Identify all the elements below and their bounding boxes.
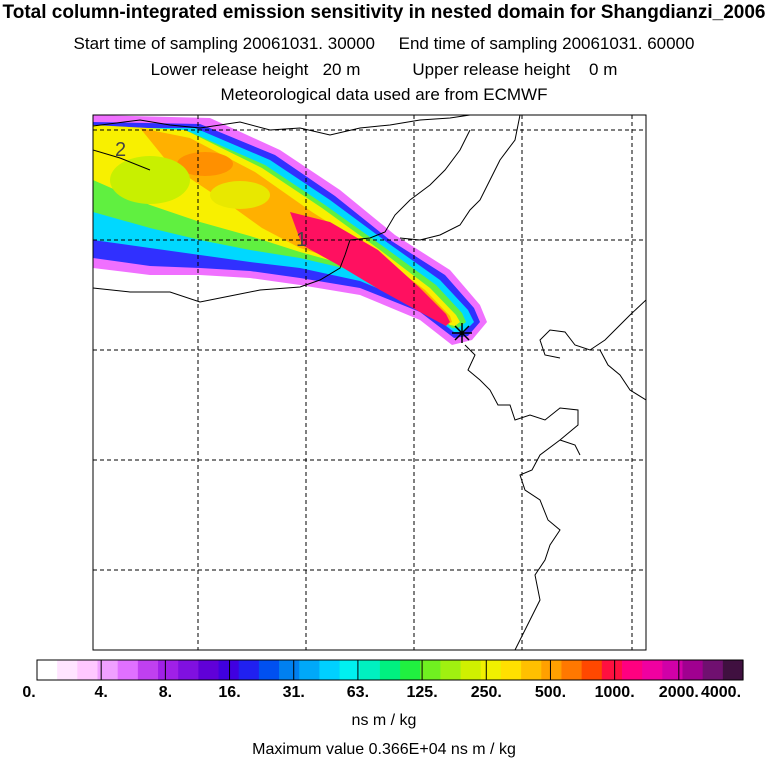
colorbar-segment	[299, 660, 320, 680]
colorbar-segment	[500, 660, 522, 680]
colorbar-tick-label: 2000.	[658, 684, 699, 701]
plume	[93, 115, 487, 345]
colorbar-segment	[198, 660, 220, 680]
colorbar-tick-label: 1000.	[594, 684, 635, 701]
colorbar-segment	[541, 660, 563, 680]
end-time: End time of sampling 20061031. 60000	[398, 34, 695, 53]
colorbar-tick-label: 0.	[22, 684, 36, 701]
map-frame	[92, 114, 647, 651]
graticule	[93, 115, 646, 650]
title-met-data: Meteorological data used are from ECMWF	[220, 85, 548, 104]
colorbar-segment	[581, 660, 603, 680]
colorbar-segment	[561, 660, 583, 680]
colorbar-segment	[117, 660, 139, 680]
coastline-korea	[539, 299, 646, 359]
plume-hotspot-green	[110, 156, 190, 204]
colorbar-segment	[137, 660, 159, 680]
star-icon	[452, 323, 472, 343]
title-sampling-times: Start time of sampling 20061031. 30000 E…	[0, 34, 768, 54]
colorbar-segment	[77, 660, 99, 680]
coastline-korea-2	[599, 349, 646, 401]
colorbar-segment	[258, 660, 280, 680]
colorbar-segment	[662, 660, 684, 680]
colorbar-tick-label: 500.	[534, 684, 567, 701]
contour-label-2: 2	[115, 139, 126, 161]
colorbar-segment	[379, 660, 401, 680]
coastline-north	[93, 115, 471, 136]
colorbar-tick-label: 63.	[346, 684, 370, 701]
colorbar-segment	[642, 660, 663, 680]
contour-label-1: 1	[296, 229, 307, 251]
colorbar-tick-label: 16.	[218, 684, 241, 701]
title-line-1: Total column-integrated emission sensiti…	[2, 2, 766, 23]
colorbar-segment	[238, 660, 260, 680]
colorbar-segment	[319, 660, 341, 680]
colorbar-segment	[621, 660, 643, 680]
plume-band-red	[290, 212, 450, 326]
colorbar-segment	[57, 660, 78, 680]
coastline-east-land	[399, 115, 521, 241]
coastline-southeast	[464, 344, 579, 650]
colorbar-segment	[420, 660, 442, 680]
colorbar-tick-label: 4.	[94, 684, 108, 701]
colorbar-tick-label: 31.	[282, 684, 305, 701]
colorbar-segment	[218, 660, 240, 680]
coastline-island	[559, 439, 581, 456]
colorbar-tick-label: 8.	[158, 684, 173, 701]
colorbar-segment	[97, 660, 119, 680]
colorbar-segment	[359, 660, 381, 680]
upper-release-height: Upper release height 0 m	[412, 60, 618, 79]
coastline-peninsula	[93, 129, 471, 303]
colorbar-segment	[480, 660, 502, 680]
colorbar-segment	[158, 660, 179, 680]
title-release-heights: Lower release height 20 m Upper release …	[0, 60, 768, 80]
colorbar-segment	[601, 660, 623, 680]
colorbar-segment	[339, 660, 361, 680]
lower-release-height: Lower release height 20 m	[150, 60, 361, 79]
colorbar-tick-label: 125.	[406, 684, 438, 701]
start-time: Start time of sampling 20061031. 30000	[73, 34, 376, 53]
colorbar-segment	[722, 660, 744, 680]
maximum-value: Maximum value 0.366E+04 ns m / kg	[252, 741, 516, 758]
colorbar	[36, 660, 744, 680]
coastline-west	[93, 149, 151, 171]
colorbar-segment	[521, 660, 542, 680]
colorbar-frame	[36, 659, 744, 681]
colorbar-segment	[460, 660, 482, 680]
plume-hotspot-orange	[177, 152, 233, 176]
colorbar-segment	[178, 660, 199, 680]
plume-hotspot-yellow	[210, 181, 270, 209]
colorbar-segment	[400, 660, 421, 680]
colorbar-segment	[279, 660, 300, 680]
colorbar-tick-label: 4000.	[700, 684, 742, 701]
colorbar-segment	[702, 660, 724, 680]
coastlines	[93, 115, 646, 650]
colorbar-segment	[37, 660, 58, 680]
colorbar-units: ns m / kg	[351, 712, 417, 729]
colorbar-tick-label: 250.	[470, 684, 502, 701]
colorbar-segment	[682, 660, 704, 680]
colorbar-segment	[440, 660, 462, 680]
